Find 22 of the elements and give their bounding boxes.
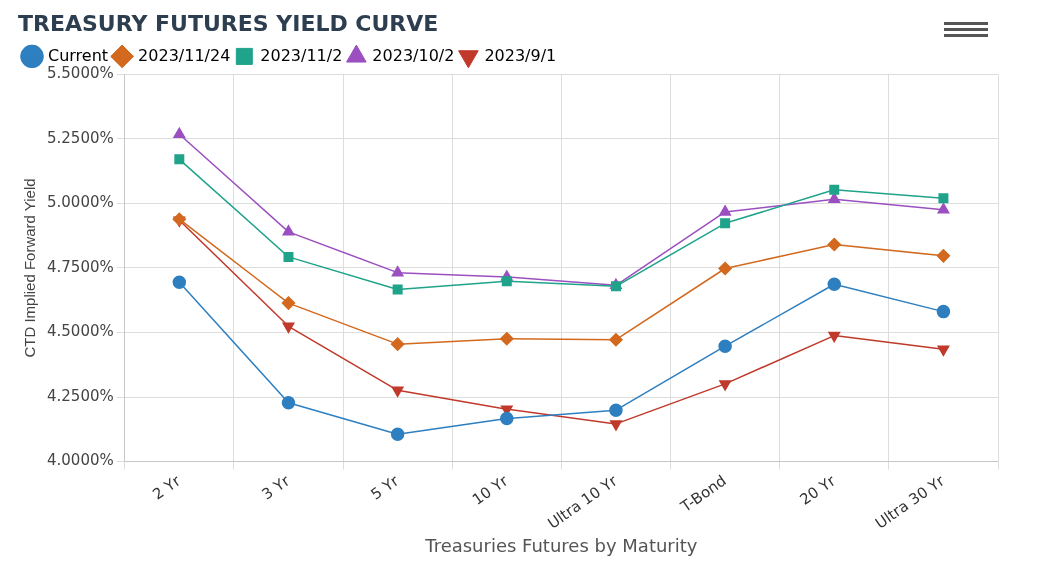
x-tick-label: 3 Yr [258, 471, 294, 504]
x-tick-label: Ultra 10 Yr [544, 471, 622, 533]
y-tick-label: 4.0000% [46, 451, 114, 470]
legend-label: 2023/10/2 [372, 45, 455, 65]
y-tick-label: 5.2500% [46, 128, 114, 147]
y-tick-label: 5.0000% [46, 193, 114, 212]
chart-title: TREASURY FUTURES YIELD CURVE [18, 10, 439, 36]
x-tick-label: 2 Yr [149, 471, 185, 504]
x-axis-title: Treasuries Futures by Maturity [424, 534, 698, 556]
x-tick-label: 5 Yr [367, 471, 403, 504]
x-tick-label: 10 Yr [468, 471, 512, 509]
legend-label: 2023/11/24 [138, 45, 231, 65]
y-tick-label: 4.2500% [46, 386, 114, 405]
y-tick-label: 5.5000% [46, 64, 114, 83]
x-tick-label: 20 Yr [796, 471, 840, 509]
y-tick-label: 4.7500% [46, 257, 114, 276]
y-tick-label: 4.5000% [46, 322, 114, 341]
legend-label: 2023/11/2 [260, 45, 343, 65]
y-axis-title: CTD Implied Forward Yield [21, 178, 39, 358]
legend-label: Current [48, 45, 109, 65]
legend-label: 2023/9/1 [484, 45, 557, 65]
x-tick-label: Ultra 30 Yr [871, 471, 949, 533]
